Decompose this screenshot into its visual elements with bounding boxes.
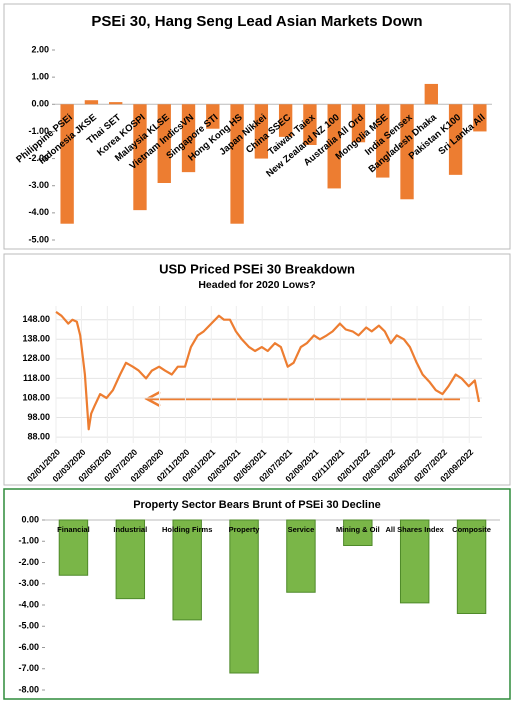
bar <box>115 519 146 600</box>
y-tick-label: 138.00 <box>22 334 50 344</box>
bar <box>376 104 390 178</box>
y-tick-label: 2.00 <box>31 44 49 54</box>
y-tick-label: -2.00 <box>28 153 49 163</box>
y-tick-label: 88.00 <box>27 432 50 442</box>
bar <box>303 104 317 145</box>
line-series <box>55 311 481 431</box>
panel-border <box>3 488 511 700</box>
chart-subtitle: Headed for 2020 Lows? <box>198 279 315 291</box>
x-tick-label: Industrial <box>113 525 147 534</box>
bar <box>286 519 316 593</box>
bar <box>229 519 259 674</box>
panel-border <box>3 3 511 250</box>
y-tick-label: -5.00 <box>18 621 39 631</box>
bar <box>424 83 438 105</box>
y-tick-label: 118.00 <box>23 373 50 383</box>
bar <box>278 104 293 137</box>
y-tick-label: 108.00 <box>22 392 50 402</box>
panel-border <box>3 253 511 486</box>
bar <box>351 104 366 143</box>
x-tick-label: Property <box>229 525 261 534</box>
y-tick-label: -6.00 <box>18 642 39 652</box>
y-tick-label: -2.00 <box>18 557 39 567</box>
x-tick-label: Mining & Oil <box>336 525 380 534</box>
bar <box>172 519 202 621</box>
bar <box>157 104 171 183</box>
bar <box>84 100 99 105</box>
y-tick-label: -7.00 <box>18 663 39 673</box>
x-tick-label: Financial <box>57 525 90 534</box>
chart-title: Property Sector Bears Brunt of PSEi 30 D… <box>133 499 381 511</box>
bar <box>230 104 244 224</box>
bar <box>327 104 341 189</box>
y-tick-label: -8.00 <box>18 684 39 694</box>
x-tick-label: Holding Firms <box>162 525 212 534</box>
x-tick-label: All Shares Index <box>386 525 445 534</box>
bar <box>400 104 414 200</box>
bar <box>109 102 123 105</box>
bar <box>399 519 430 604</box>
bar <box>133 104 147 211</box>
bar <box>448 104 463 175</box>
x-tick-label: Composite <box>452 525 491 534</box>
bar <box>58 519 89 576</box>
y-tick-label: -1.00 <box>18 536 39 546</box>
y-tick-label: -5.00 <box>28 234 49 244</box>
bar <box>343 519 373 546</box>
bar <box>206 104 220 129</box>
y-tick-label: -4.00 <box>18 599 39 609</box>
y-tick-label: 0.00 <box>21 514 39 524</box>
y-tick-label: 128.00 <box>22 353 50 363</box>
y-tick-label: -3.00 <box>18 578 39 588</box>
bar <box>473 104 487 132</box>
chart-title: USD Priced PSEi 30 Breakdown <box>159 261 355 276</box>
y-tick-label: -1.00 <box>28 126 49 136</box>
y-tick-label: 98.00 <box>27 412 50 422</box>
bar <box>60 104 74 224</box>
bar <box>181 104 196 173</box>
bar <box>456 519 487 614</box>
chart-title: PSEi 30, Hang Seng Lead Asian Markets Do… <box>91 13 422 30</box>
x-tick-label: Service <box>288 525 315 534</box>
y-tick-label: 1.00 <box>31 72 49 82</box>
y-tick-label: 148.00 <box>22 314 50 324</box>
annotation-arrow <box>144 390 460 408</box>
y-tick-label: 0.00 <box>31 99 49 109</box>
bar <box>254 104 269 159</box>
y-tick-label: -3.00 <box>28 180 49 190</box>
y-tick-label: -4.00 <box>28 207 49 217</box>
